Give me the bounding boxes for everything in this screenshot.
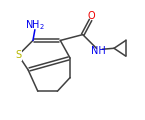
Text: NH: NH <box>91 46 106 56</box>
Text: O: O <box>88 11 95 21</box>
Text: S: S <box>15 50 21 60</box>
Text: NH$_2$: NH$_2$ <box>25 18 45 32</box>
